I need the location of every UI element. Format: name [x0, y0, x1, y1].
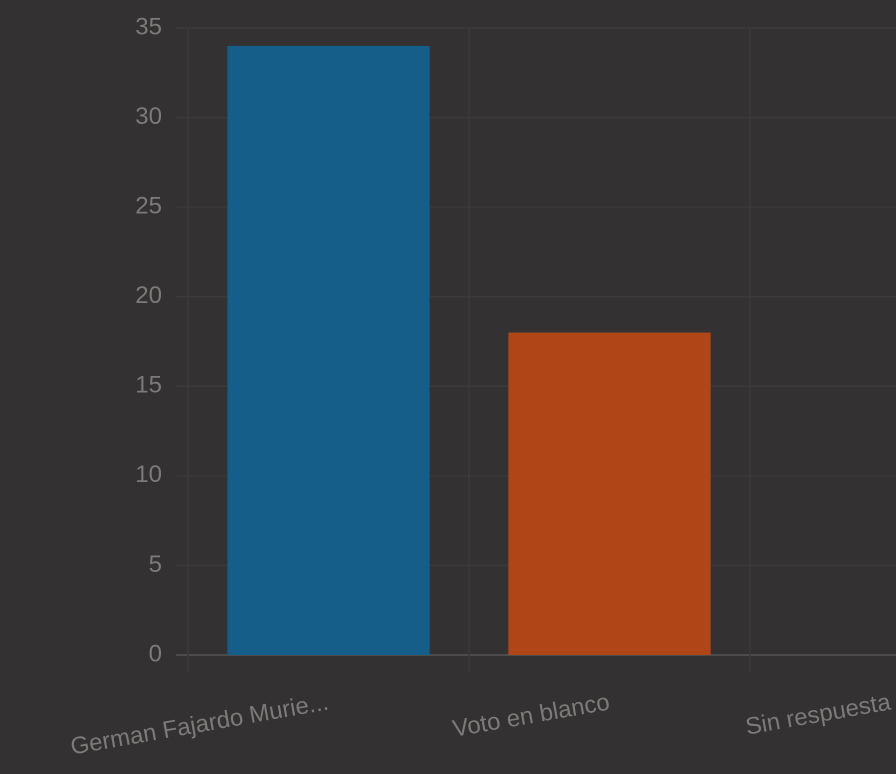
x-tick-label: Voto en blanco	[451, 689, 612, 743]
bar	[227, 45, 430, 655]
y-tick-label: 25	[135, 192, 162, 219]
y-tick-label: 35	[135, 13, 162, 40]
x-tick-label: Sin respuesta	[743, 688, 893, 740]
y-tick-label: 15	[135, 372, 162, 399]
y-tick-label: 30	[135, 103, 162, 130]
bar	[508, 332, 711, 655]
y-tick-label: 5	[149, 551, 162, 578]
x-tick-label: German Fajardo Murie...	[69, 689, 331, 761]
y-tick-label: 0	[149, 640, 162, 667]
y-tick-label: 10	[135, 461, 162, 488]
y-tick-label: 20	[135, 282, 162, 309]
